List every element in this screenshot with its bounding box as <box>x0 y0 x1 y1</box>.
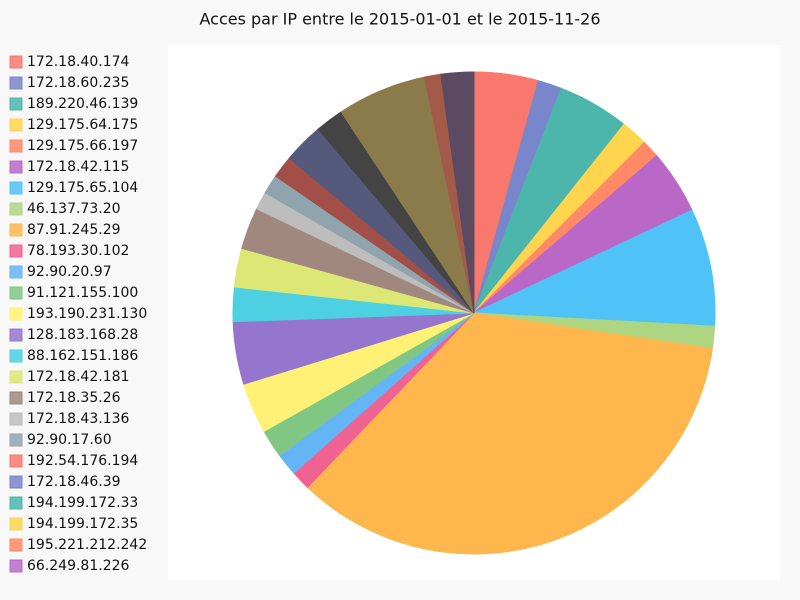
legend-label: 46.137.73.20 <box>27 201 121 217</box>
legend-label: 195.221.212.242 <box>27 537 147 553</box>
legend-label: 129.175.65.104 <box>27 180 138 196</box>
legend-label: 129.175.64.175 <box>27 117 138 133</box>
legend-swatch <box>9 265 23 279</box>
legend-swatch <box>9 181 23 195</box>
legend-swatch <box>9 349 23 363</box>
legend-swatch <box>9 139 23 153</box>
legend-swatch <box>9 370 23 384</box>
legend-swatch <box>9 118 23 132</box>
legend-label: 172.18.42.181 <box>27 369 129 385</box>
legend-swatch <box>9 538 23 552</box>
legend-swatch <box>9 223 23 237</box>
legend-label: 78.193.30.102 <box>27 243 129 259</box>
legend-swatch <box>9 496 23 510</box>
legend-label: 66.249.81.226 <box>27 558 130 574</box>
legend-label: 88.162.151.186 <box>27 348 138 364</box>
legend-swatch <box>9 76 23 90</box>
legend-swatch <box>9 55 23 69</box>
legend-swatch <box>9 307 23 321</box>
legend-swatch <box>9 286 23 300</box>
legend-label: 192.54.176.194 <box>27 453 138 469</box>
legend-label: 194.199.172.33 <box>27 495 138 511</box>
legend-swatch <box>9 559 23 573</box>
legend-label: 172.18.40.174 <box>27 54 130 70</box>
legend-swatch <box>9 475 23 489</box>
legend-swatch <box>9 202 23 216</box>
legend-label: 91.121.155.100 <box>27 285 138 301</box>
legend-label: 172.18.35.26 <box>27 390 121 406</box>
legend-label: 92.90.20.97 <box>27 264 112 280</box>
legend-label: 189.220.46.139 <box>27 96 138 112</box>
chart-title: Acces par IP entre le 2015-01-01 et le 2… <box>199 10 600 29</box>
legend-swatch <box>9 244 23 258</box>
legend-swatch <box>9 391 23 405</box>
legend-swatch <box>9 412 23 426</box>
legend-swatch <box>9 328 23 342</box>
legend-label: 194.199.172.35 <box>27 516 138 532</box>
legend-swatch <box>9 160 23 174</box>
legend-label: 92.90.17.60 <box>27 432 112 448</box>
legend-swatch <box>9 433 23 447</box>
legend-label: 172.18.43.136 <box>27 411 130 427</box>
legend-label: 129.175.66.197 <box>27 138 138 154</box>
legend-label: 128.183.168.28 <box>27 327 138 343</box>
legend-label: 172.18.42.115 <box>27 159 129 175</box>
pie-slice <box>440 71 475 314</box>
pie-slice <box>473 209 716 327</box>
pie-slice <box>306 312 713 555</box>
legend-swatch <box>9 517 23 531</box>
legend-label: 193.190.231.130 <box>27 306 147 322</box>
legend-label: 87.91.245.29 <box>27 222 121 238</box>
legend-swatch <box>9 97 23 111</box>
legend-swatch <box>9 454 23 468</box>
legend-label: 172.18.46.39 <box>27 474 121 490</box>
legend-label: 172.18.60.235 <box>27 75 129 91</box>
